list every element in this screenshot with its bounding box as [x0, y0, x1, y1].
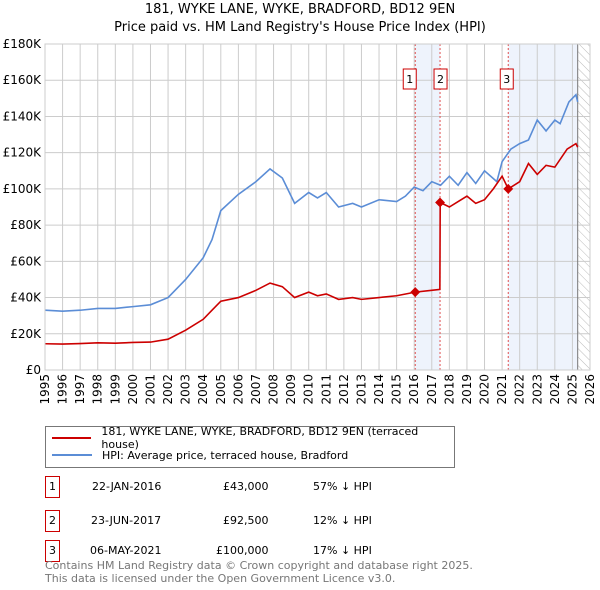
x-tick-label: 2009 — [284, 374, 298, 405]
x-tick-label: 2014 — [372, 374, 386, 405]
plot-frame — [44, 43, 591, 371]
x-tick-label: 2017 — [425, 374, 439, 405]
series-line-0 — [44, 142, 579, 345]
shaded-range — [415, 44, 441, 370]
x-tick-label: 2021 — [495, 374, 509, 405]
forecast-hatch — [577, 44, 590, 370]
y-tick-label: £180K — [3, 37, 43, 51]
legend: 181, WYKE LANE, WYKE, BRADFORD, BD12 9EN… — [45, 425, 455, 468]
sale-price: £100,000 — [216, 544, 269, 557]
sale-label: 2 — [437, 73, 444, 86]
x-tick-label: 2006 — [231, 374, 245, 405]
x-tick-label: 2004 — [196, 374, 210, 405]
legend-item-property: 181, WYKE LANE, WYKE, BRADFORD, BD12 9EN… — [52, 425, 454, 451]
sale-hpi: 57% ↓ HPI — [313, 480, 372, 493]
sale-hpi: 12% ↓ HPI — [313, 514, 372, 527]
x-tick-label: 2023 — [530, 374, 544, 405]
x-tick-label: 2008 — [267, 374, 281, 405]
x-tick-label: 2007 — [249, 374, 263, 405]
sale-label-box — [499, 68, 514, 90]
sale-date: 23-JUN-2017 — [91, 514, 162, 527]
x-tick-label: 2026 — [583, 374, 597, 405]
x-tick-label: 2005 — [214, 374, 228, 405]
y-tick-label: £80K — [10, 218, 42, 232]
footer-copyright: Contains HM Land Registry data © Crown c… — [45, 559, 473, 572]
legend-label: HPI: Average price, terraced house, Brad… — [102, 448, 349, 462]
x-tick-label: 2011 — [319, 374, 333, 405]
x-tick-label: 2003 — [179, 374, 193, 405]
legend-label: 181, WYKE LANE, WYKE, BRADFORD, BD12 9EN… — [101, 425, 419, 451]
sale-point — [435, 197, 445, 208]
y-tick-label: £160K — [3, 73, 43, 87]
x-tick-label: 1997 — [73, 374, 87, 405]
y-tick-label: £20K — [10, 327, 42, 341]
sale-marker-box: 3 — [45, 540, 60, 562]
chart-title: 181, WYKE LANE, WYKE, BRADFORD, BD12 9EN — [144, 2, 456, 17]
x-tick-label: 2002 — [161, 374, 175, 405]
x-tick-label: 2022 — [513, 374, 527, 405]
sale-label-box — [402, 68, 417, 90]
x-tick-label: 1999 — [108, 374, 122, 405]
sale-label-box — [433, 68, 448, 90]
sale-label: 1 — [406, 73, 413, 86]
sale-price: £43,000 — [223, 480, 269, 493]
sale-price: £92,500 — [223, 514, 269, 527]
footer-licence: This data is licensed under the Open Gov… — [45, 572, 396, 585]
y-tick-label: £60K — [10, 254, 42, 268]
legend-item-hpi: HPI: Average price, terraced house, Brad… — [52, 447, 348, 463]
x-tick-label: 2013 — [354, 374, 368, 405]
y-tick-label: £0 — [26, 363, 41, 377]
y-tick-label: £140K — [3, 109, 43, 123]
sale-row: 1 22-JAN-2016 £43,000 57% ↓ HPI — [45, 476, 445, 498]
sale-row: 2 23-JUN-2017 £92,500 12% ↓ HPI — [45, 510, 445, 532]
sale-date: 06-MAY-2021 — [90, 544, 162, 557]
sale-hpi: 17% ↓ HPI — [313, 544, 372, 557]
x-tick-label: 2000 — [126, 374, 140, 405]
sale-point — [410, 287, 421, 298]
x-tick-label: 2016 — [407, 374, 421, 405]
sale-marker-box: 2 — [45, 510, 60, 532]
y-tick-label: £100K — [3, 182, 43, 196]
x-tick-label: 2010 — [302, 374, 316, 405]
footer: Contains HM Land Registry data © Crown c… — [45, 559, 473, 585]
y-tick-label: £120K — [3, 146, 43, 160]
plot-area: 1995 1996 1997 1998 1999 2000 2001 2002 2003 2004… — [3, 37, 597, 405]
sale-point — [503, 183, 514, 194]
sale-date: 22-JAN-2016 — [92, 480, 162, 493]
x-tick-label: 2020 — [478, 374, 492, 405]
x-tick-label: 2024 — [548, 374, 562, 405]
x-tick-label: 2018 — [442, 374, 456, 405]
chart-subtitle: Price paid vs. HM Land Registry's House … — [114, 20, 486, 35]
series-line-1 — [44, 93, 579, 312]
x-tick-label: 2012 — [337, 374, 351, 405]
x-tick-label: 1998 — [91, 374, 105, 405]
x-tick-label: 2019 — [460, 374, 474, 405]
x-tick-label: 2015 — [390, 374, 404, 405]
shaded-range — [508, 44, 578, 370]
sale-label: 3 — [503, 73, 510, 86]
x-tick-label: 1995 — [38, 374, 52, 405]
legend-swatch-red — [52, 437, 92, 439]
sale-row: 3 06-MAY-2021 £100,000 17% ↓ HPI — [45, 540, 445, 562]
x-tick-label: 2001 — [143, 374, 157, 405]
legend-swatch-blue — [52, 454, 92, 456]
sale-marker-box: 1 — [45, 476, 60, 498]
x-tick-label: 1996 — [56, 374, 70, 405]
y-tick-label: £40K — [10, 291, 42, 305]
x-tick-label: 2025 — [565, 374, 579, 405]
